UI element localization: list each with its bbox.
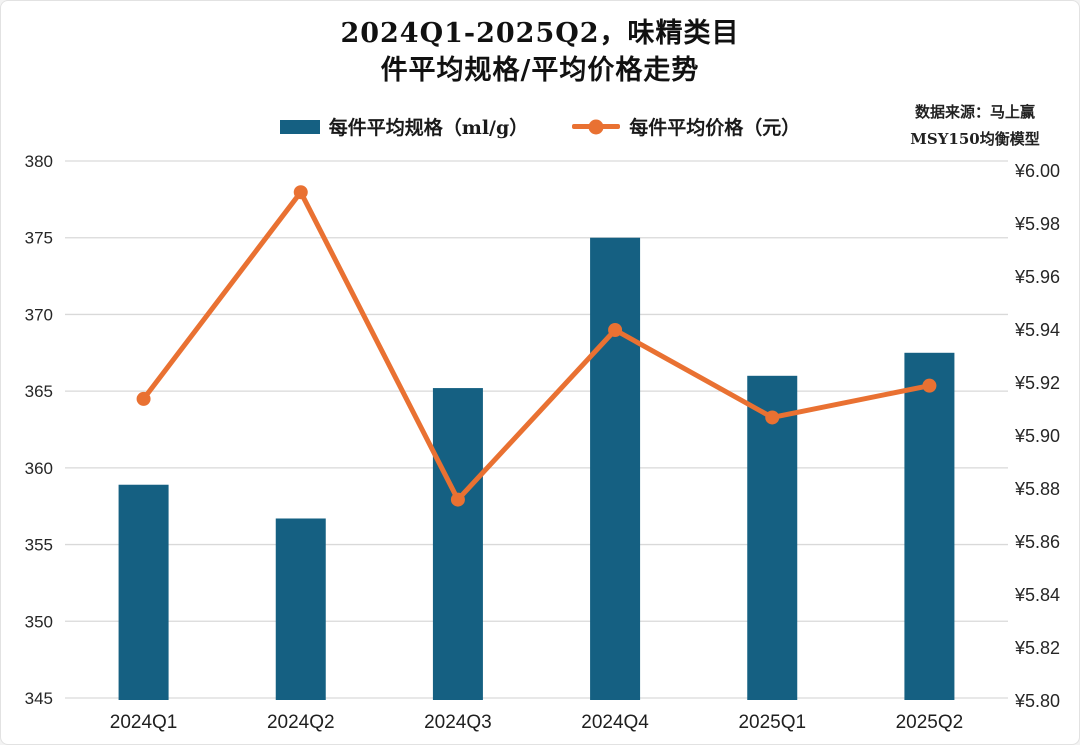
price-point-2025Q1 [765,410,780,425]
right-axis-tick: ¥5.86 [1014,532,1060,552]
right-axis-tick: ¥5.80 [1014,691,1060,711]
left-axis-tick: 380 [25,152,53,171]
x-axis-label-2024Q4: 2024Q4 [581,712,649,733]
right-axis-tick: ¥5.92 [1014,373,1060,393]
bar-2025Q2 [904,352,955,700]
left-axis-tick: 365 [25,382,53,401]
left-axis-tick: 345 [25,689,53,708]
price-point-2025Q2 [922,378,937,393]
legend-item-avg-price: 每件平均价格（元） [572,113,800,140]
bar-2025Q1 [747,375,798,700]
left-axis-tick: 370 [25,305,53,324]
price-line [141,189,932,503]
right-axis-tick: ¥6.00 [1014,161,1060,181]
x-axis-label-2024Q3: 2024Q3 [424,712,492,733]
bar-2024Q1 [118,484,169,700]
right-axis-tick: ¥5.90 [1014,426,1060,446]
chart-title-line2: 件平均规格/平均价格走势 [380,55,700,86]
right-axis-tick: ¥5.96 [1014,267,1060,287]
right-axis-tick: ¥5.84 [1014,585,1060,605]
chart-title-line1: 2024Q1-2025Q2，味精类目 [340,18,740,49]
price-point-2024Q1 [136,391,151,406]
left-axis-tick: 375 [25,229,53,248]
bar-2024Q2 [275,518,326,700]
x-axis-label-2024Q1: 2024Q1 [110,712,178,733]
left-axis-tick: 360 [25,459,53,478]
legend-label-avg-price: 每件平均价格（元） [629,117,801,139]
left-axis-tick: 355 [25,536,53,555]
bar-2024Q3 [432,388,483,700]
right-axis-tick: ¥5.98 [1014,214,1060,234]
line-series-swatch [572,119,621,134]
data-source-note: 数据来源：马上赢 MSY150均衡模型 [875,99,1075,153]
bar-series-swatch [279,119,320,134]
chart-legend: 每件平均规格（ml/g） 每件平均价格（元） [1,113,1079,140]
right-axis-tick: ¥5.94 [1014,320,1060,340]
price-point-2024Q2 [293,185,308,200]
bar-2024Q4 [590,237,641,700]
price-point-2024Q3 [450,492,465,507]
data-source-line1: 数据来源：马上赢 [914,103,1035,121]
right-axis-tick: ¥5.82 [1014,638,1060,658]
left-axis-tick: 350 [25,612,53,631]
legend-label-avg-spec: 每件平均规格（ml/g） [328,117,529,139]
line-series-marker-dot [588,119,604,134]
x-axis-label-2025Q1: 2025Q1 [738,712,806,733]
price-point-2024Q4 [608,323,623,337]
x-axis-label-2025Q2: 2025Q2 [896,712,964,733]
data-source-line2: MSY150均衡模型 [910,130,1040,148]
legend-item-avg-spec: 每件平均规格（ml/g） [279,113,529,140]
chart-title: 2024Q1-2025Q2，味精类目 件平均规格/平均价格走势 [1,15,1079,89]
x-axis-label-2024Q2: 2024Q2 [267,712,335,733]
right-axis-tick: ¥5.88 [1014,479,1060,499]
